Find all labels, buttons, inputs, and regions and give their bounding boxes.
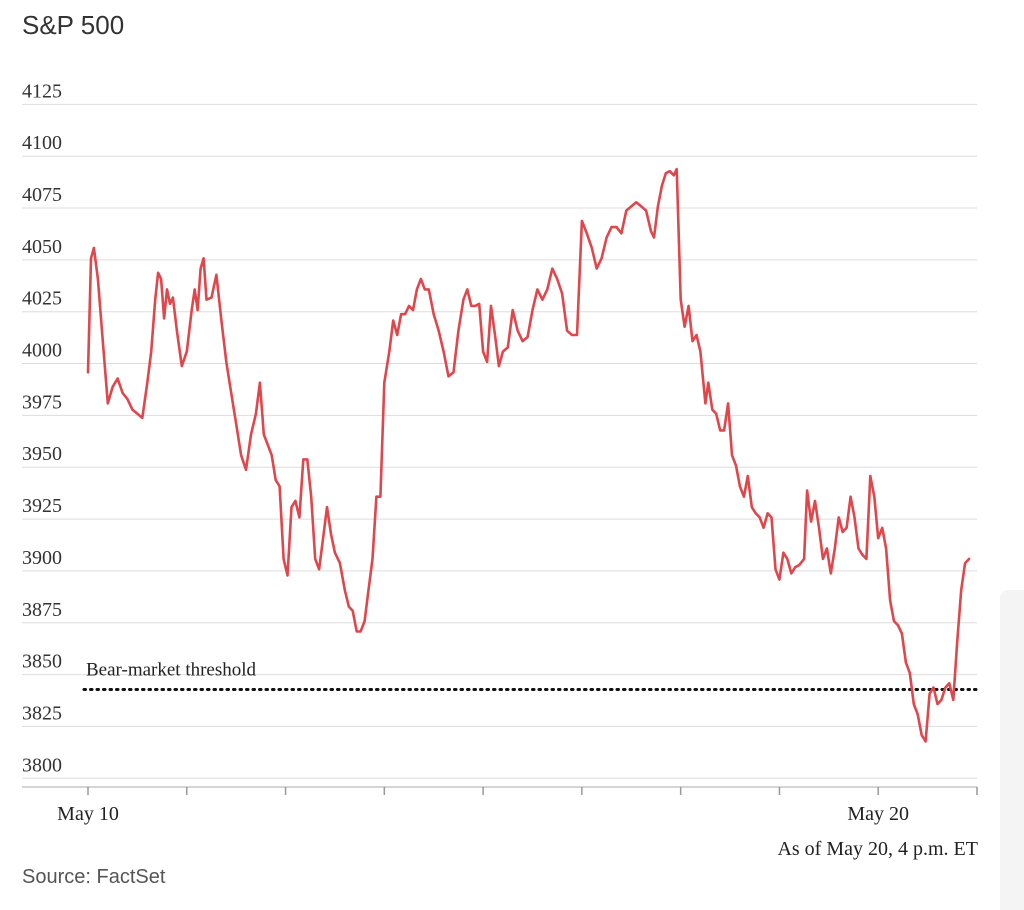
y-tick-label-4025: 4025 xyxy=(22,288,62,310)
x-tick-label: May 20 xyxy=(847,803,909,825)
y-tick-labels: 4125 4100 4075 4050 4025 4000 3975 3950 3925 3900… xyxy=(22,80,62,776)
threshold-label: Bear-market threshold xyxy=(86,660,257,681)
y-tick-label-3825: 3825 xyxy=(22,702,62,724)
x-axis: May 10 May 20 xyxy=(22,786,978,825)
y-tick-label-3850: 3850 xyxy=(22,651,62,673)
y-tick-label-3925: 3925 xyxy=(22,495,62,517)
y-tick-label-3875: 3875 xyxy=(22,599,62,621)
x-tick-label: May 10 xyxy=(57,803,119,825)
chart-title: S&P 500 xyxy=(22,10,125,40)
series-line-0 xyxy=(86,167,971,743)
y-tick-label-4100: 4100 xyxy=(22,132,62,154)
side-panel xyxy=(1000,590,1024,910)
y-tick-label-4050: 4050 xyxy=(22,236,62,258)
source-note: Source: FactSet xyxy=(22,866,166,888)
bear-market-threshold: Bear-market threshold xyxy=(82,660,979,692)
grid-lines xyxy=(22,103,977,779)
y-tick-label-4075: 4075 xyxy=(22,184,62,206)
y-tick-label-4000: 4000 xyxy=(22,340,62,362)
series-layer xyxy=(86,167,971,743)
y-tick-label-3800: 3800 xyxy=(22,754,62,776)
y-tick-label-3900: 3900 xyxy=(22,547,62,569)
as-of-note: As of May 20, 4 p.m. ET xyxy=(777,838,978,860)
y-tick-label-3950: 3950 xyxy=(22,443,62,465)
y-tick-label-3975: 3975 xyxy=(22,391,62,413)
y-tick-label-4125: 4125 xyxy=(22,80,62,102)
